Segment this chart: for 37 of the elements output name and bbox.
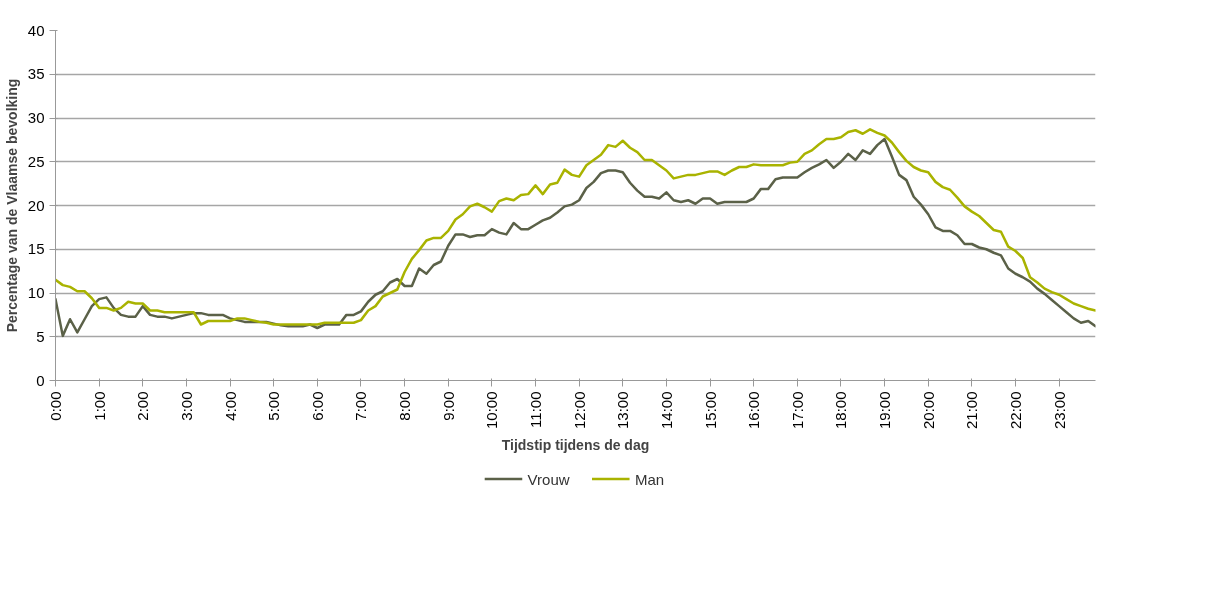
y-tick-label: 15 bbox=[27, 240, 45, 258]
x-tick-label: 23:00 bbox=[1050, 391, 1068, 430]
legend-label: Man bbox=[634, 470, 665, 488]
legend-label: Vrouw bbox=[527, 470, 570, 488]
y-tick-label: 40 bbox=[27, 21, 45, 39]
y-axis-title: Percentage van de Vlaamse bevolking bbox=[3, 78, 20, 333]
y-tick-label: 10 bbox=[27, 284, 45, 301]
x-tick-label: 11:00 bbox=[527, 391, 544, 428]
x-tick-label: 18:00 bbox=[832, 391, 850, 430]
x-tick-label: 16:00 bbox=[745, 391, 763, 430]
x-tick-label: 17:00 bbox=[788, 391, 806, 430]
x-tick-label: 3:00 bbox=[177, 391, 195, 421]
x-tick-label: 4:00 bbox=[221, 391, 239, 421]
x-tick-label: 2:00 bbox=[134, 391, 152, 421]
y-tick-label: 20 bbox=[27, 196, 45, 214]
x-tick-label: 21:00 bbox=[963, 391, 981, 430]
x-tick-label: 10:00 bbox=[483, 391, 501, 430]
y-tick-label: 5 bbox=[36, 327, 45, 345]
x-tick-label: 15:00 bbox=[701, 391, 719, 430]
x-tick-label: 19:00 bbox=[876, 391, 894, 430]
x-tick-label: 22:00 bbox=[1007, 391, 1024, 430]
y-tick-label: 25 bbox=[27, 152, 45, 170]
x-tick-label: 8:00 bbox=[396, 391, 414, 421]
x-tick-label: 12:00 bbox=[570, 391, 588, 430]
x-tick-label: 0:00 bbox=[47, 391, 64, 421]
x-tick-label: 5:00 bbox=[265, 391, 283, 421]
x-axis-title: Tijdstip tijdens de dag bbox=[501, 437, 650, 454]
x-tick-label: 6:00 bbox=[308, 391, 326, 421]
x-tick-label: 20:00 bbox=[919, 391, 937, 430]
x-tick-label: 7:00 bbox=[352, 391, 370, 421]
x-tick-label: 13:00 bbox=[614, 391, 632, 430]
x-tick-label: 9:00 bbox=[439, 391, 457, 421]
y-tick-label: 0 bbox=[36, 371, 45, 389]
y-tick-label: 30 bbox=[27, 109, 45, 126]
y-tick-label: 35 bbox=[27, 65, 45, 83]
x-tick-label: 1:00 bbox=[90, 391, 108, 421]
x-tick-label: 14:00 bbox=[657, 391, 675, 430]
